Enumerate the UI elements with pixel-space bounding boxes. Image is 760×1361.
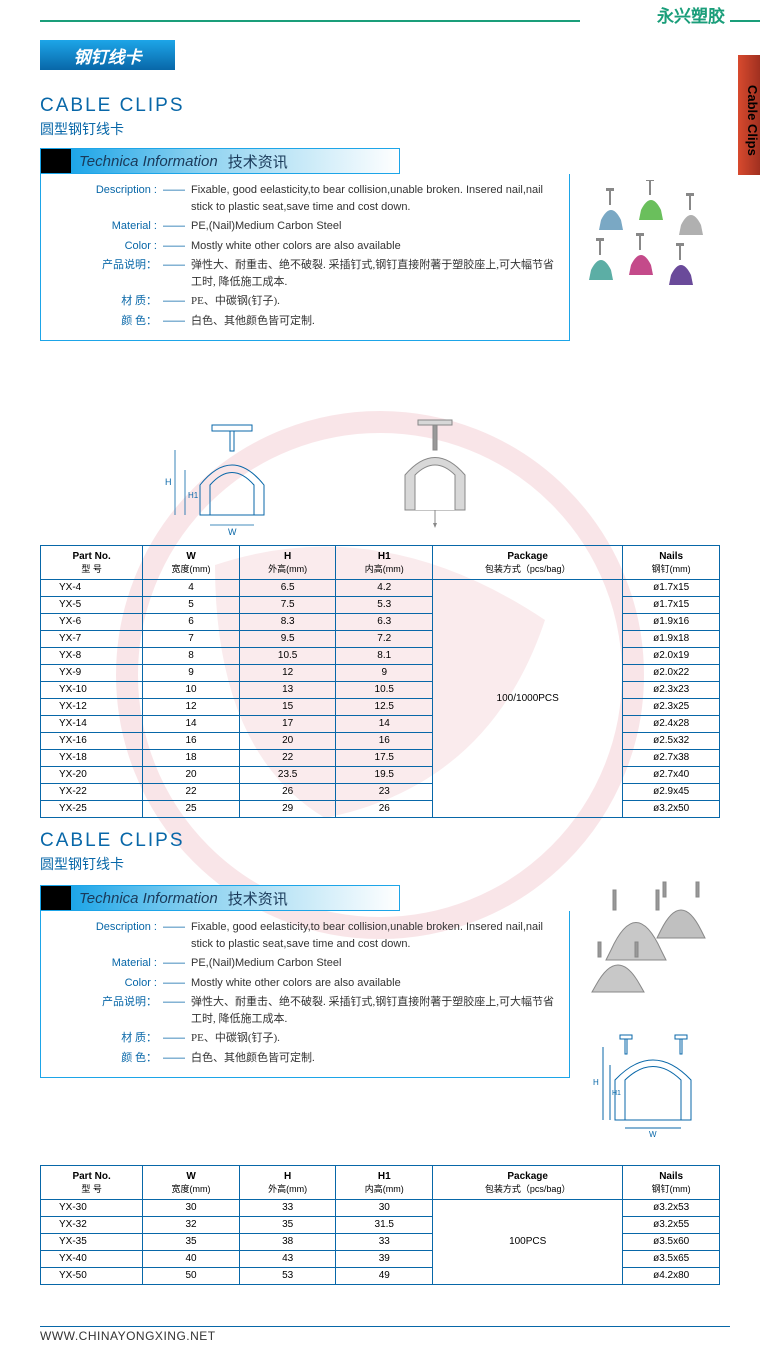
top-rule xyxy=(40,20,580,22)
info-label: Description : xyxy=(53,182,163,215)
side-tab: Cable Clips xyxy=(738,55,760,175)
info-label: 颜 色： xyxy=(53,1050,163,1067)
info-label: 产品说明： xyxy=(53,257,163,290)
info-value: PE、中碳钢(钉子). xyxy=(191,293,557,310)
tech-header-2: Technica Information 技术资讯 xyxy=(40,885,400,911)
table-header: Package包装方式（pcs/bag） xyxy=(433,546,623,580)
svg-text:H1: H1 xyxy=(188,491,199,500)
info-value: Mostly white other colors are also avail… xyxy=(191,975,557,992)
section-tab: 钢钉线卡 xyxy=(40,40,175,70)
tech-cn-2: 技术资讯 xyxy=(228,888,288,909)
table-header: H外高(mm) xyxy=(239,546,336,580)
table-header: Nails钢钉(mm) xyxy=(623,1166,720,1200)
table-header: Package包装方式（pcs/bag） xyxy=(433,1166,623,1200)
section2-title-cn: 圆型钢钉线卡 xyxy=(40,854,185,874)
package-cell: 100/1000PCS xyxy=(433,580,623,818)
svg-text:H: H xyxy=(593,1078,599,1087)
info-label: 材 质： xyxy=(53,293,163,310)
table-header: H外高(mm) xyxy=(239,1166,336,1200)
info-label: Material : xyxy=(53,955,163,972)
table-header: H1内高(mm) xyxy=(336,1166,433,1200)
brand-text: 永兴塑胶 xyxy=(657,2,725,27)
table-row: YX-30303330100PCSø3.2x53 xyxy=(41,1200,720,1217)
tech-en-1: Technica Information xyxy=(79,153,218,170)
svg-text:W: W xyxy=(228,527,237,535)
table-header: W宽度(mm) xyxy=(143,546,240,580)
svg-text:H: H xyxy=(165,477,172,487)
technical-diagram-2: H H1 W xyxy=(590,1030,720,1140)
info-value: 白色、其他颜色皆可定制. xyxy=(191,1050,557,1067)
info-label: Color : xyxy=(53,238,163,255)
info-label: Description : xyxy=(53,919,163,952)
technical-diagram-1: H H1 W xyxy=(130,415,550,535)
data-table-1: Part No.型 号W宽度(mm)H外高(mm)H1内高(mm)Package… xyxy=(40,545,720,818)
info-value: PE、中碳钢(钉子). xyxy=(191,1030,557,1047)
info-value: 弹性大、耐重击、绝不破裂. 采插钉式,钢钉直接附著于塑胶座上,可大幅节省工时, … xyxy=(191,257,557,290)
table-header: H1内高(mm) xyxy=(336,546,433,580)
section1-title-cn: 圆型钢钉线卡 xyxy=(40,119,185,139)
table-header: Nails钢钉(mm) xyxy=(623,546,720,580)
data-table-2: Part No.型 号W宽度(mm)H外高(mm)H1内高(mm)Package… xyxy=(40,1165,720,1285)
info-box-2: Description :——Fixable, good eelasticity… xyxy=(40,911,570,1078)
top-rule-right xyxy=(730,20,760,22)
info-value: PE,(Nail)Medium Carbon Steel xyxy=(191,955,557,972)
info-value: Mostly white other colors are also avail… xyxy=(191,238,557,255)
tech-cn-1: 技术资讯 xyxy=(228,151,288,172)
info-value: Fixable, good eelasticity,to bear collis… xyxy=(191,182,557,215)
info-value: 白色、其他颜色皆可定制. xyxy=(191,313,557,330)
tech-en-2: Technica Information xyxy=(79,890,218,907)
info-box-1: Description :——Fixable, good eelasticity… xyxy=(40,174,570,341)
info-value: PE,(Nail)Medium Carbon Steel xyxy=(191,218,557,235)
info-label: Material : xyxy=(53,218,163,235)
info-label: 产品说明： xyxy=(53,994,163,1027)
tech-header-1: Technica Information 技术资讯 xyxy=(40,148,400,174)
table-row: YX-446.54.2100/1000PCSø1.7x15 xyxy=(41,580,720,597)
svg-text:W: W xyxy=(649,1130,657,1139)
product-illustration-1 xyxy=(571,180,726,310)
table-header: W宽度(mm) xyxy=(143,1166,240,1200)
footer-url: WWW.CHINAYONGXING.NET xyxy=(40,1329,216,1343)
section1-title-en: CABLE CLIPS xyxy=(40,95,185,117)
table-header: Part No.型 号 xyxy=(41,1166,143,1200)
info-value: 弹性大、耐重击、绝不破裂. 采插钉式,钢钉直接附著于塑胶座上,可大幅节省工时, … xyxy=(191,994,557,1027)
info-label: 颜 色： xyxy=(53,313,163,330)
svg-text:H1: H1 xyxy=(612,1090,621,1097)
product-illustration-2 xyxy=(576,880,726,1000)
info-value: Fixable, good eelasticity,to bear collis… xyxy=(191,919,557,952)
footer-rule xyxy=(40,1326,730,1327)
package-cell: 100PCS xyxy=(433,1200,623,1285)
info-label: 材 质： xyxy=(53,1030,163,1047)
info-label: Color : xyxy=(53,975,163,992)
section2-title-en: CABLE CLIPS xyxy=(40,830,185,852)
table-header: Part No.型 号 xyxy=(41,546,143,580)
